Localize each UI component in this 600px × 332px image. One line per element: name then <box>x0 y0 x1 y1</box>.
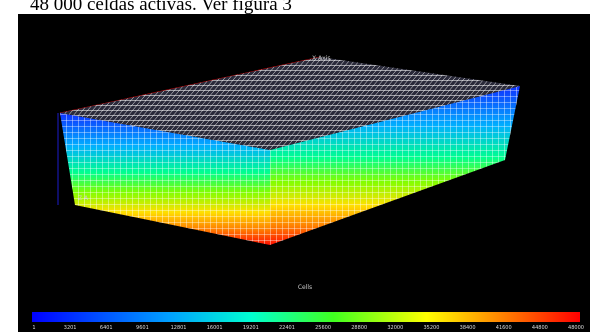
colorbar-tick-label: 19201 <box>243 325 259 331</box>
colorbar-tick-label: 3201 <box>64 325 77 331</box>
colorbar-tick-label: 6401 <box>100 325 113 331</box>
colorbar-tick-label: 25600 <box>315 325 331 331</box>
colorbar-tick-label: 35200 <box>424 325 440 331</box>
colorbar-tick-label: 48000 <box>568 325 584 331</box>
colorbar-tick-label: 32000 <box>387 325 403 331</box>
z-axis-label: Z A <box>78 195 89 202</box>
colorbar-tick-label: 16001 <box>207 325 223 331</box>
colorbar-tick-label: 41600 <box>496 325 512 331</box>
colorbar-tick-label: 44800 <box>532 325 548 331</box>
colorbar-title: Cells <box>298 284 312 291</box>
colorbar-tick-label: 9601 <box>136 325 149 331</box>
colorbar-tick-label: 22401 <box>279 325 295 331</box>
colorbar-tick-label: 38400 <box>460 325 476 331</box>
x-axis-label: X Axis <box>312 55 330 62</box>
colorbar-tick-label: 1 <box>32 325 35 331</box>
colorbar <box>32 312 580 322</box>
colorbar-tick-label: 28800 <box>351 325 367 331</box>
page: 48 000 celdas activas. Ver figura 3 X Ax… <box>0 0 600 332</box>
screenshot: 48 000 celdas activas. Ver figura 3 X Ax… <box>0 0 600 332</box>
caption: 48 000 celdas activas. Ver figura 3 <box>30 0 292 15</box>
colorbar-tick-label: 12801 <box>171 325 187 331</box>
